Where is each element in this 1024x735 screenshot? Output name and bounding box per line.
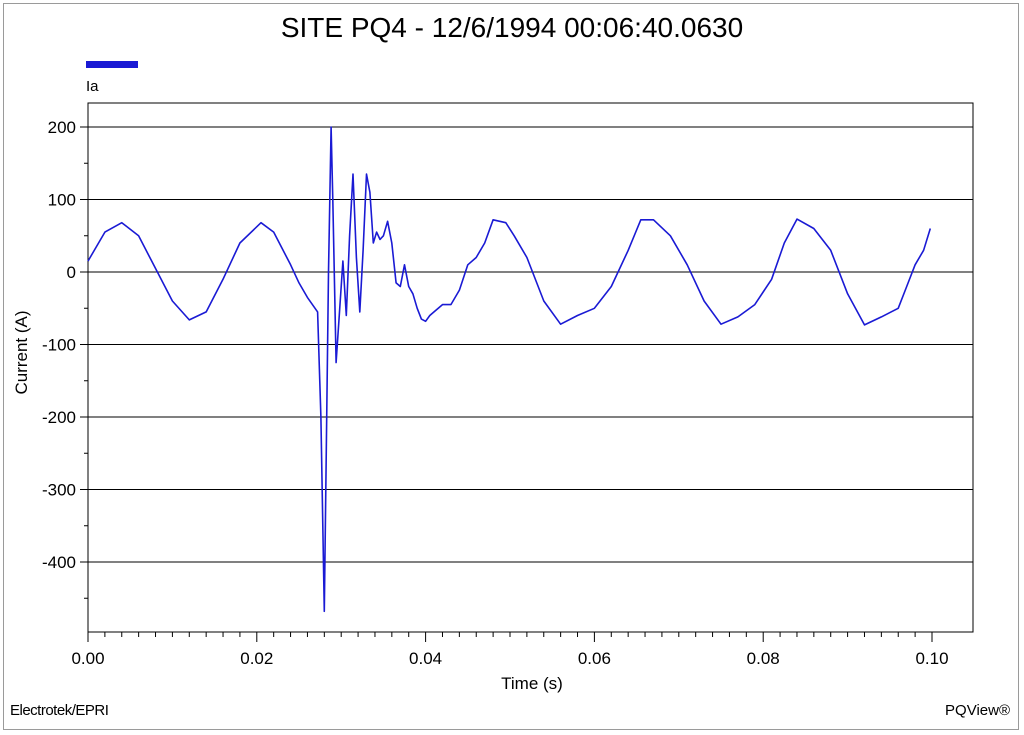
y-tick-label: 200 [48, 118, 76, 137]
y-tick-label: -100 [42, 336, 76, 355]
y-tick-label: 100 [48, 191, 76, 210]
y-tick-label: -300 [42, 481, 76, 500]
x-tick-label: 0.08 [747, 649, 780, 668]
x-tick-label: 0.06 [578, 649, 611, 668]
legend-label: Ia [86, 78, 99, 95]
chart-title: SITE PQ4 - 12/6/1994 00:06:40.0630 [280, 12, 744, 43]
footer-credit: Electrotek/EPRI [10, 702, 109, 719]
legend-swatch [86, 61, 138, 68]
y-tick-label: -200 [42, 408, 76, 427]
y-axis-label: Current (A) [12, 310, 31, 394]
series-line-ia [87, 126, 932, 613]
y-tick-label: -400 [42, 553, 76, 572]
x-tick-label: 0.04 [409, 649, 442, 668]
x-tick-label: 0.10 [915, 649, 948, 668]
window-frame [3, 3, 1019, 730]
x-tick-label: 0.02 [240, 649, 273, 668]
footer-brand: PQView® [945, 702, 1010, 719]
x-axis-label: Time (s) [501, 674, 563, 693]
x-tick-label: 0.00 [71, 649, 104, 668]
y-tick-label: 0 [67, 263, 76, 282]
plot-area [87, 102, 974, 633]
